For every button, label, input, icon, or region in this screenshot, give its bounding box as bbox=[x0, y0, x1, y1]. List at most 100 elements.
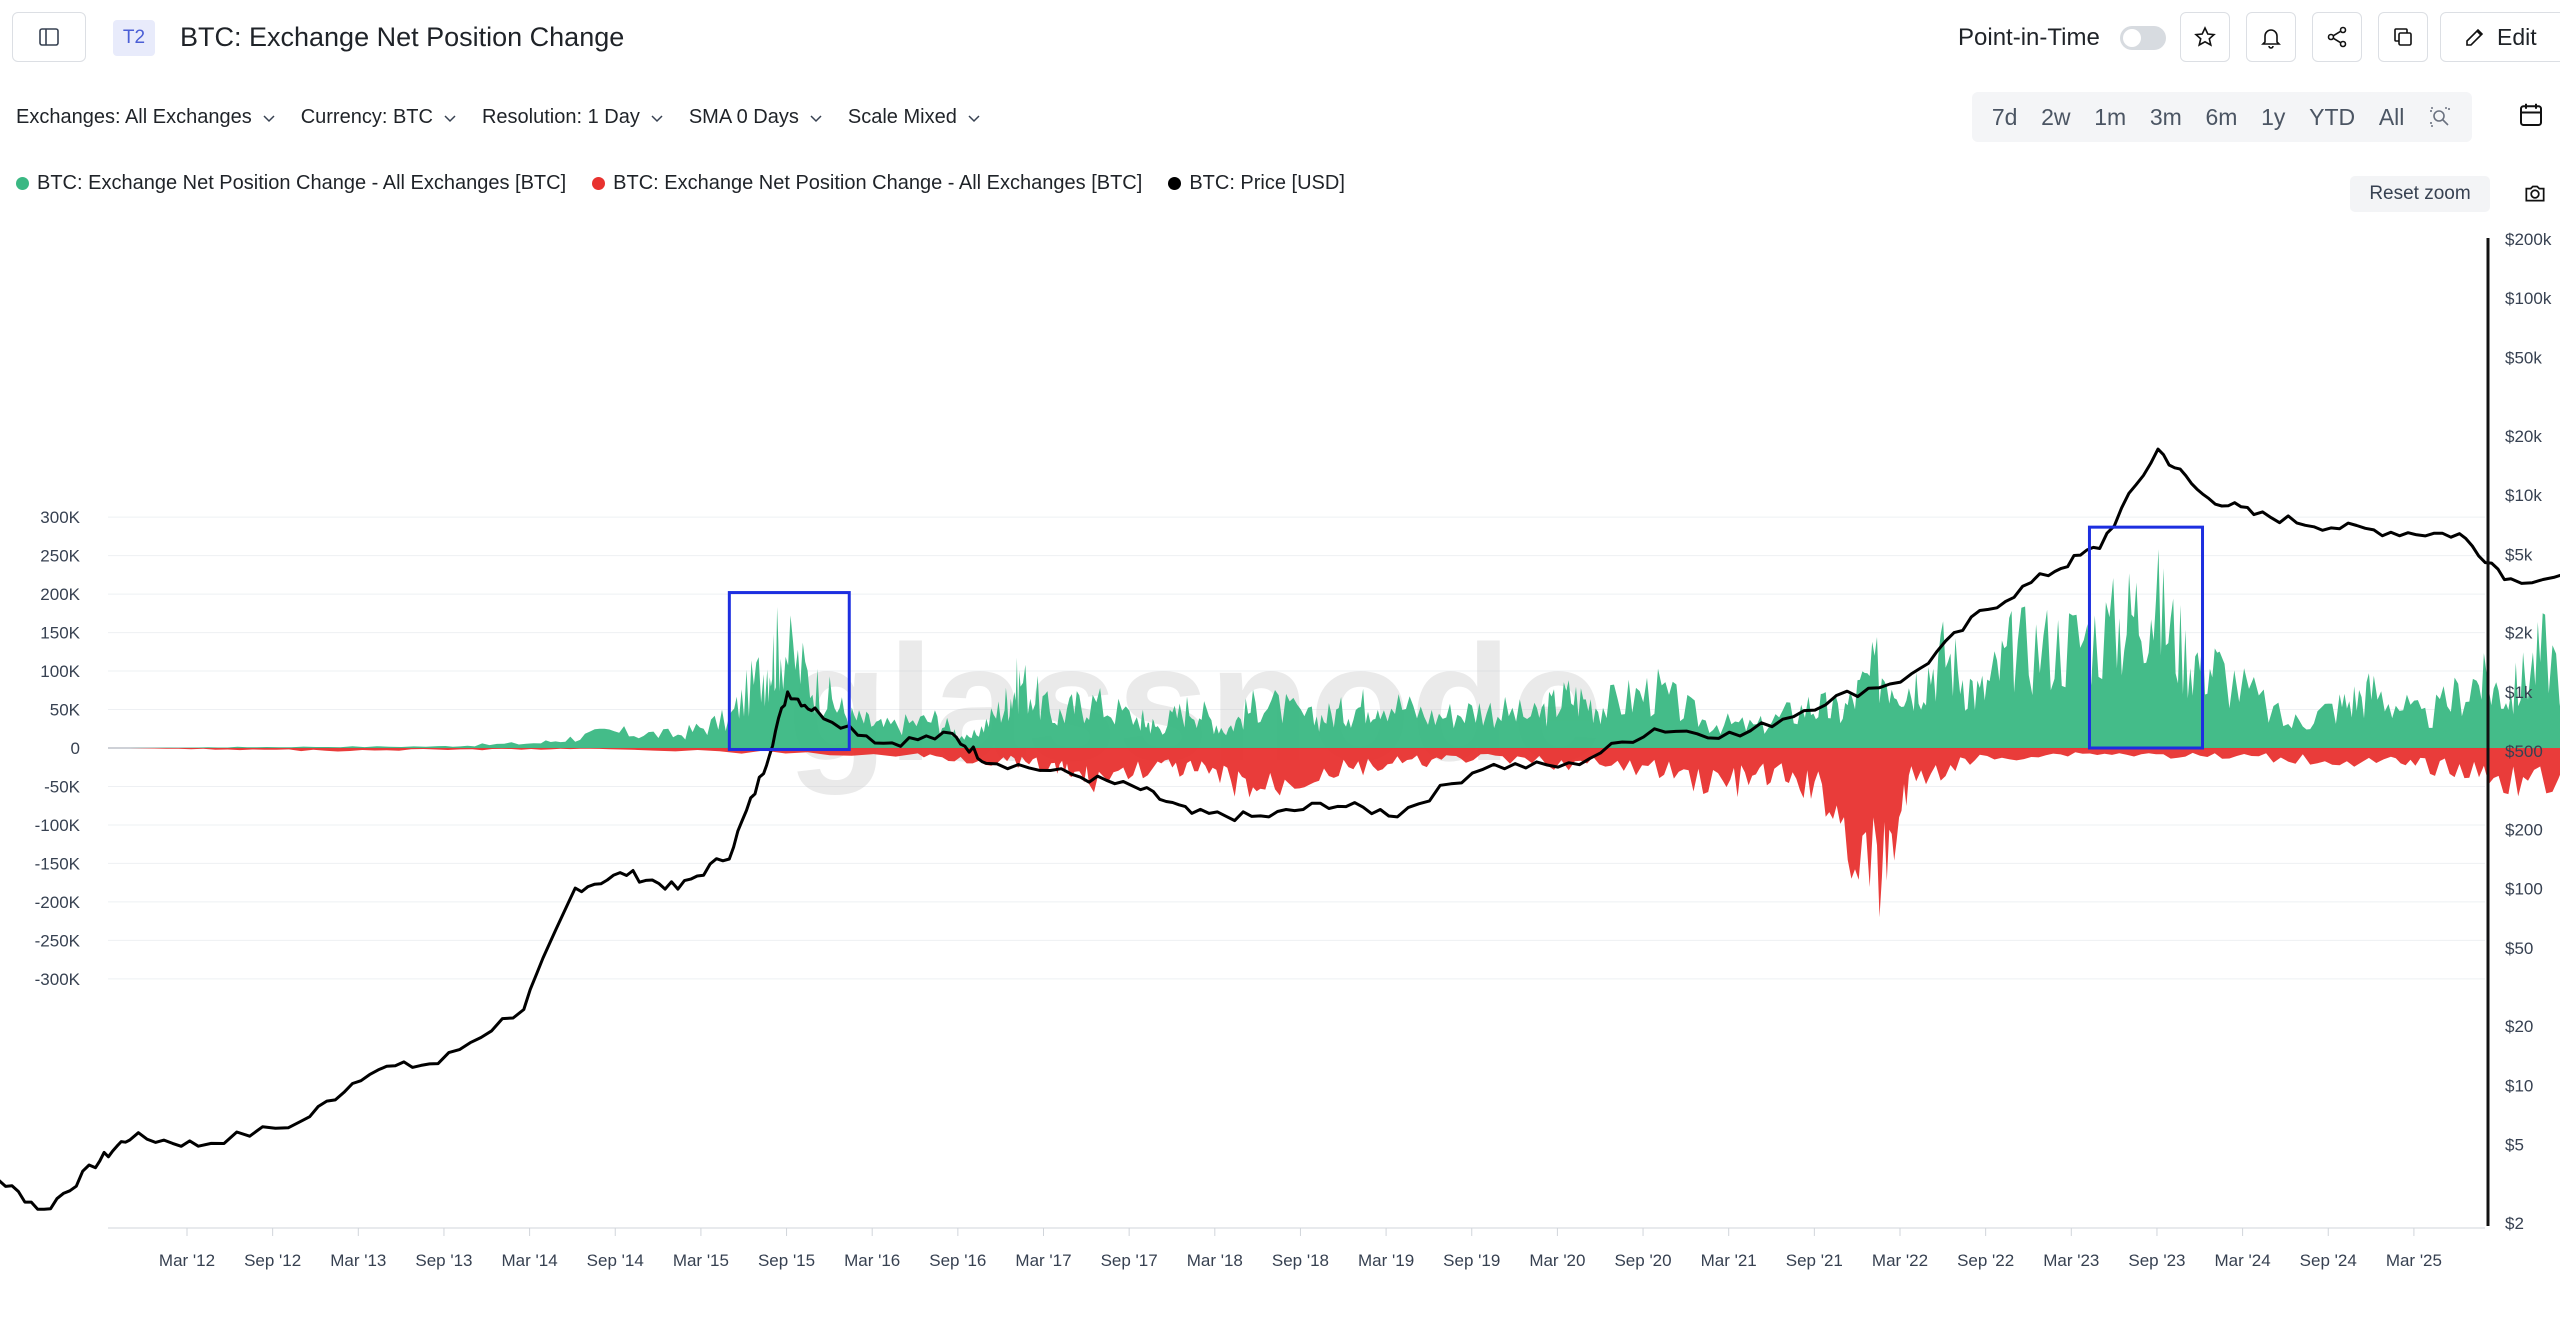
y-right-tick-label: $20k bbox=[2505, 427, 2542, 446]
pencil-icon bbox=[2466, 28, 2484, 46]
zoom-select-icon[interactable] bbox=[2428, 105, 2452, 129]
favorite-button[interactable] bbox=[2180, 12, 2230, 62]
filter-bar: Exchanges: All Exchanges Currency: BTC R… bbox=[16, 106, 982, 129]
y-right-tick-label: $100k bbox=[2505, 289, 2552, 308]
y-left-tick-label: 100K bbox=[40, 662, 80, 681]
currency-dropdown[interactable]: Currency: BTC bbox=[301, 106, 458, 129]
y-right-tick-label: $100 bbox=[2505, 880, 2543, 899]
x-tick-label: Mar '24 bbox=[2215, 1251, 2271, 1270]
sidebar-toggle-button[interactable] bbox=[12, 12, 86, 62]
y-right-tick-label: $2k bbox=[2505, 624, 2533, 643]
chevron-down-icon bbox=[263, 114, 275, 122]
scale-dropdown[interactable]: Scale Mixed bbox=[848, 106, 982, 129]
x-tick-label: Mar '12 bbox=[159, 1251, 215, 1270]
y-right-tick-label: $1k bbox=[2505, 683, 2533, 702]
y-right-tick-label: $50 bbox=[2505, 939, 2533, 958]
y-right-tick-label: $10 bbox=[2505, 1076, 2533, 1095]
range-2w[interactable]: 2w bbox=[2041, 103, 2071, 130]
y-left-tick-label: 50K bbox=[50, 701, 81, 720]
toggle-knob bbox=[2123, 29, 2141, 47]
x-tick-label: Sep '19 bbox=[1443, 1251, 1500, 1270]
screenshot-button[interactable] bbox=[2522, 180, 2548, 211]
y-left-tick-label: -150K bbox=[35, 854, 81, 873]
x-tick-label: Mar '22 bbox=[1872, 1251, 1928, 1270]
sma-dropdown[interactable]: SMA 0 Days bbox=[689, 106, 824, 129]
duplicate-button[interactable] bbox=[2378, 12, 2428, 62]
resolution-dropdown[interactable]: Resolution: 1 Day bbox=[482, 106, 665, 129]
x-tick-label: Sep '12 bbox=[244, 1251, 301, 1270]
x-tick-label: Mar '21 bbox=[1701, 1251, 1757, 1270]
x-tick-label: Sep '24 bbox=[2300, 1251, 2357, 1270]
edit-button[interactable]: Edit bbox=[2440, 12, 2560, 62]
chevron-down-icon bbox=[810, 114, 822, 122]
point-in-time-toggle[interactable] bbox=[2120, 26, 2166, 50]
chevron-down-icon bbox=[651, 114, 663, 122]
y-right-tick-label: $500 bbox=[2505, 742, 2543, 761]
x-tick-label: Mar '25 bbox=[2386, 1251, 2442, 1270]
legend-dot bbox=[16, 177, 29, 190]
x-tick-label: Mar '16 bbox=[844, 1251, 900, 1270]
x-tick-label: Sep '15 bbox=[758, 1251, 815, 1270]
range-1y[interactable]: 1y bbox=[2261, 103, 2286, 130]
y-right-tick-label: $200 bbox=[2505, 820, 2543, 839]
legend-item-price[interactable]: BTC: Price [USD] bbox=[1168, 172, 1345, 195]
y-right-tick-label: $2 bbox=[2505, 1214, 2524, 1233]
y-left-tick-label: 300K bbox=[40, 508, 80, 527]
legend-dot bbox=[592, 177, 606, 190]
reset-zoom-button[interactable]: Reset zoom bbox=[2350, 176, 2490, 212]
alert-button[interactable] bbox=[2246, 12, 2296, 62]
range-all[interactable]: All bbox=[2378, 103, 2405, 130]
share-button[interactable] bbox=[2312, 12, 2362, 62]
bell-icon bbox=[2261, 29, 2281, 49]
x-tick-label: Mar '14 bbox=[502, 1251, 558, 1270]
series-areas bbox=[129, 549, 2560, 918]
highlight-boxes bbox=[727, 525, 2205, 752]
x-tick-label: Mar '18 bbox=[1187, 1251, 1243, 1270]
axes: 300K 250K 200K 150K 100K 50K 0 -50K -100K -150K -2… bbox=[35, 230, 2552, 1270]
chevron-down-icon bbox=[968, 114, 980, 122]
y-right-tick-label: $5k bbox=[2505, 545, 2533, 564]
highlight-box bbox=[727, 591, 851, 752]
calendar-button[interactable] bbox=[2516, 100, 2546, 135]
legend-item-inflow[interactable]: BTC: Exchange Net Position Change - All … bbox=[16, 172, 566, 195]
star-icon bbox=[2194, 26, 2216, 47]
y-left-tick-label: 250K bbox=[40, 547, 80, 566]
price-series-line bbox=[0, 447, 2560, 1211]
x-tick-label: Mar '17 bbox=[1015, 1251, 1071, 1270]
x-tick-label: Mar '23 bbox=[2043, 1251, 2099, 1270]
y-left-tick-label: -200K bbox=[35, 893, 81, 912]
tier-badge: T2 bbox=[113, 20, 155, 56]
calendar-icon bbox=[2520, 103, 2542, 126]
exchanges-dropdown[interactable]: Exchanges: All Exchanges bbox=[16, 106, 277, 129]
range-6m[interactable]: 6m bbox=[2205, 103, 2238, 130]
x-tick-label: Sep '13 bbox=[415, 1251, 472, 1270]
range-7d[interactable]: 7d bbox=[1991, 103, 2018, 130]
camera-icon bbox=[2525, 185, 2545, 202]
y-right-tick-label: $50k bbox=[2505, 348, 2542, 367]
x-tick-label: Sep '18 bbox=[1272, 1251, 1329, 1270]
page-title: BTC: Exchange Net Position Change bbox=[180, 22, 625, 52]
x-tick-label: Sep '23 bbox=[2128, 1251, 2185, 1270]
inflow-area bbox=[129, 549, 2560, 748]
y-right-tick-label: $200k bbox=[2505, 230, 2552, 249]
x-tick-label: Mar '13 bbox=[330, 1251, 386, 1270]
x-tick-label: Sep '20 bbox=[1614, 1251, 1671, 1270]
y-left-tick-label: -100K bbox=[35, 816, 81, 835]
x-tick-label: Mar '15 bbox=[673, 1251, 729, 1270]
legend-dot bbox=[1168, 177, 1182, 190]
range-selector: 7d 2w 1m 3m 6m 1y YTD All bbox=[1972, 92, 2472, 142]
copy-icon bbox=[2394, 28, 2412, 46]
share-icon bbox=[2327, 26, 2347, 48]
range-3m[interactable]: 3m bbox=[2149, 103, 2182, 130]
y-left-tick-label: 0 bbox=[71, 739, 80, 758]
legend-item-outflow[interactable]: BTC: Exchange Net Position Change - All … bbox=[592, 172, 1142, 195]
x-tick-label: Sep '14 bbox=[587, 1251, 644, 1270]
y-left-tick-label: -250K bbox=[35, 931, 81, 950]
range-1m[interactable]: 1m bbox=[2094, 103, 2127, 130]
x-tick-label: Sep '22 bbox=[1957, 1251, 2014, 1270]
chevron-down-icon bbox=[444, 114, 456, 122]
x-tick-label: Mar '20 bbox=[1529, 1251, 1585, 1270]
highlight-box bbox=[2087, 525, 2205, 750]
range-ytd[interactable]: YTD bbox=[2309, 103, 2356, 130]
